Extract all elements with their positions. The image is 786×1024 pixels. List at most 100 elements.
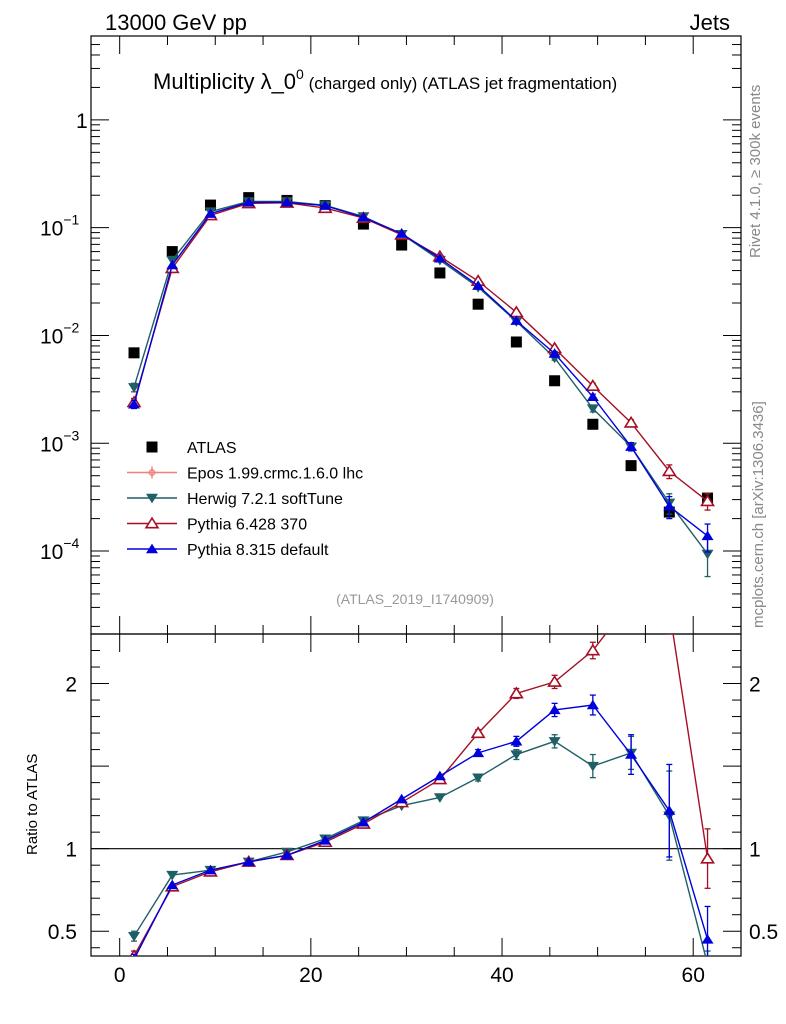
data-point (204, 199, 216, 211)
data-point (701, 530, 714, 541)
legend-label: Epos 1.99.crmc.1.6.0 lhc (187, 466, 363, 483)
main-ytick-exp: −4 (63, 535, 79, 551)
data-point (319, 200, 332, 210)
main-ytick-base: 10 (40, 218, 63, 241)
main-ytick-base: 1 (76, 110, 88, 133)
data-point (548, 737, 561, 747)
data-point (280, 196, 293, 207)
data-point (472, 298, 484, 310)
data-point (204, 864, 217, 875)
legend-label: ATLAS (187, 440, 237, 457)
data-point (146, 466, 158, 479)
ratio-series-herwig (128, 734, 711, 956)
energy-label: 13000 GeV pp (105, 10, 247, 35)
main-ytick-base: 10 (40, 541, 63, 564)
data-point (166, 879, 179, 890)
main-ytick-exp: −1 (63, 212, 79, 228)
data-point (128, 398, 141, 409)
data-point (663, 500, 676, 511)
main-series-group (126, 192, 715, 578)
data-point (585, 379, 601, 391)
data-point (357, 816, 370, 827)
data-point (586, 404, 599, 414)
legend-item-epos: Epos 1.99.crmc.1.6.0 lhc (127, 466, 363, 483)
data-point (663, 805, 676, 815)
data-point (395, 228, 408, 238)
rivet-label: Rivet 4.1.0, ≥ 300k events (747, 85, 764, 258)
data-point (585, 643, 601, 656)
data-point (146, 493, 158, 504)
x-tick-label: 40 (490, 964, 513, 987)
ratio-ytick-label-left: 0.5 (48, 921, 77, 944)
main-y-axis: 110−110−210−310−4 (40, 35, 741, 627)
x-tick-label: 60 (682, 964, 705, 987)
data-point (433, 770, 446, 781)
ratio-series-pythia8 (131, 694, 714, 956)
main-ytick-exp: −3 (63, 427, 79, 443)
data-point (319, 835, 332, 845)
ratio-ytick-label-left: 2 (65, 674, 77, 697)
legend-item-herwig: Herwig 7.2.1 softTune (127, 491, 343, 508)
main-ytick-label: 10−1 (40, 212, 80, 241)
data-point (433, 793, 446, 803)
data-point (701, 934, 714, 944)
data-point (128, 383, 141, 393)
title-rest: (charged only) (ATLAS jet fragmentation) (304, 74, 617, 93)
data-point (472, 747, 485, 758)
data-point (470, 726, 486, 739)
data-point (510, 336, 522, 348)
data-point (166, 259, 179, 270)
main-ytick-base: 10 (40, 433, 63, 456)
legend-item-pythia8: Pythia 8.315 default (127, 542, 329, 559)
data-point (132, 953, 136, 956)
data-point (128, 931, 141, 942)
data-point (146, 543, 158, 554)
data-point (663, 604, 675, 614)
x-axis: 0 20 40 60 (114, 36, 705, 987)
data-point (433, 252, 446, 263)
main-line-pythia8 (133, 201, 708, 537)
data-point (587, 418, 599, 430)
ratio-line-pythia8 (134, 704, 709, 956)
data-point (548, 348, 561, 358)
data-point (510, 735, 523, 746)
ratio-series-group (128, 596, 715, 956)
ratio-ytick-label-right: 0.5 (749, 921, 778, 944)
title-main: Multiplicity λ_0 (153, 69, 296, 94)
data-point (146, 441, 158, 453)
data-point (625, 460, 637, 472)
ratio-ytick-label-left: 1 (65, 839, 77, 862)
legend-item-pythia6: Pythia 6.428 370 (127, 517, 307, 534)
data-point (242, 856, 255, 867)
data-point (586, 761, 599, 772)
legend-label: Pythia 6.428 370 (187, 517, 307, 534)
ratio-series-pythia6 (129, 596, 715, 956)
data-point (395, 793, 408, 804)
data-point (508, 686, 524, 699)
ratio-ylabel: Ratio to ATLAS (24, 754, 41, 855)
data-point (700, 494, 715, 507)
ratio-line-herwig (133, 740, 707, 956)
main-ytick-exp: −2 (63, 319, 79, 335)
data-point (472, 280, 485, 290)
analysis-id: (ATLAS_2019_I1740909) (336, 591, 494, 607)
legend-label: Pythia 8.315 default (187, 542, 329, 559)
main-ytick-label: 10−2 (40, 319, 80, 348)
mcplots-label: mcplots.cern.ch [arXiv:1306.3436] (750, 401, 767, 628)
ratio-line-pythia6 (133, 634, 709, 956)
data-point (144, 516, 160, 529)
data-point (472, 773, 485, 784)
data-point (434, 267, 446, 279)
ratio-ytick-label-right: 2 (749, 674, 761, 697)
data-point (510, 315, 523, 325)
data-point (280, 849, 293, 860)
data-point (548, 704, 561, 715)
data-point (396, 239, 408, 251)
main-ytick-label: 10−4 (40, 535, 80, 564)
data-point (166, 870, 179, 881)
data-point (357, 218, 369, 230)
data-point (625, 596, 637, 606)
data-point (700, 851, 715, 864)
ratio-frame (90, 633, 742, 957)
plot-title: Multiplicity λ_00 (charged only) (ATLAS … (153, 66, 617, 94)
